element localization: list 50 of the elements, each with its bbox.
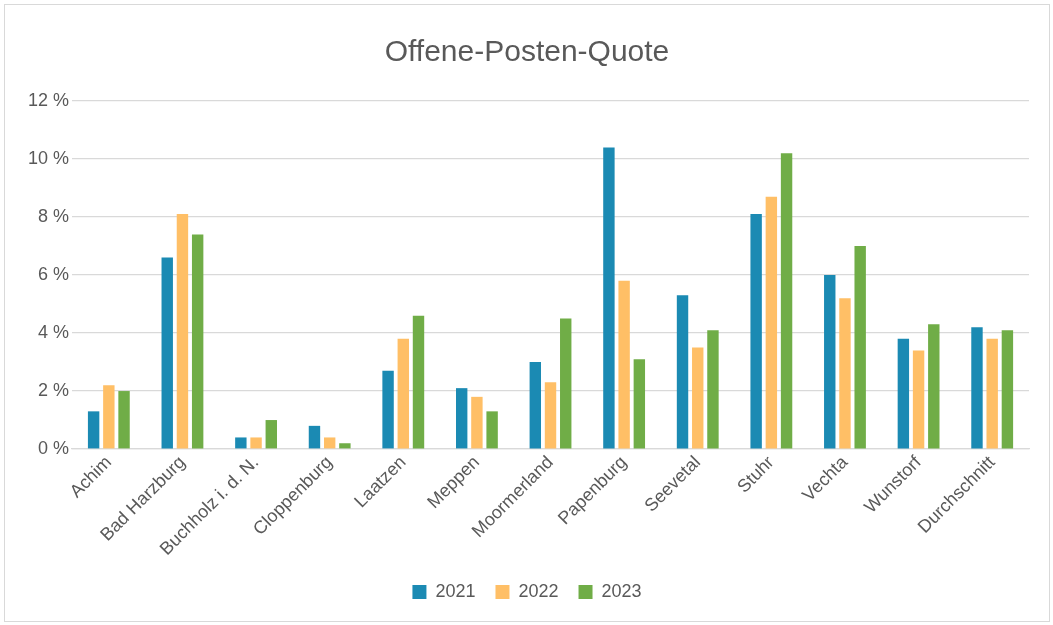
bar	[897, 338, 910, 449]
bar	[161, 257, 173, 449]
legend-label: 2021	[435, 580, 476, 601]
chart-title: Offene-Posten-Quote	[384, 34, 670, 68]
bar	[928, 324, 940, 449]
bar	[323, 437, 336, 449]
bar	[412, 315, 425, 449]
bar	[308, 425, 321, 449]
y-tick-label: 10 %	[28, 147, 70, 168]
bar	[676, 295, 689, 449]
bar	[118, 391, 130, 449]
bar	[397, 338, 409, 449]
bar	[235, 437, 247, 449]
legend-label: 2022	[518, 580, 559, 601]
y-tick-label: 6 %	[38, 263, 70, 284]
bar	[839, 298, 851, 449]
y-tick-label: 2 %	[38, 380, 70, 401]
bar	[692, 347, 704, 449]
bar	[1001, 330, 1014, 449]
bar	[382, 370, 394, 449]
bar	[486, 411, 498, 449]
y-tick-label: 8 %	[38, 205, 70, 226]
bar	[176, 214, 189, 449]
bar	[250, 437, 262, 449]
bar	[633, 359, 646, 449]
legend-label: 2023	[601, 580, 642, 601]
bar	[339, 443, 351, 449]
bar	[750, 214, 762, 449]
bar	[471, 396, 483, 449]
bar	[824, 275, 836, 449]
bar	[780, 153, 793, 449]
bar	[544, 382, 557, 449]
bar	[529, 362, 542, 449]
bar	[707, 330, 719, 449]
bar	[765, 196, 778, 449]
bar	[455, 388, 468, 449]
y-tick-label: 4 %	[38, 322, 70, 342]
y-tick-label: 0 %	[38, 438, 70, 459]
bar	[971, 327, 983, 449]
y-tick-label: 12 %	[28, 89, 70, 110]
bar	[603, 147, 615, 449]
bar	[560, 318, 572, 449]
bar	[87, 411, 100, 449]
bar	[103, 385, 115, 449]
bar	[986, 338, 998, 449]
bar	[854, 246, 866, 449]
bar	[912, 350, 925, 449]
bar	[618, 280, 630, 449]
bar	[191, 234, 204, 449]
bar	[265, 420, 277, 449]
